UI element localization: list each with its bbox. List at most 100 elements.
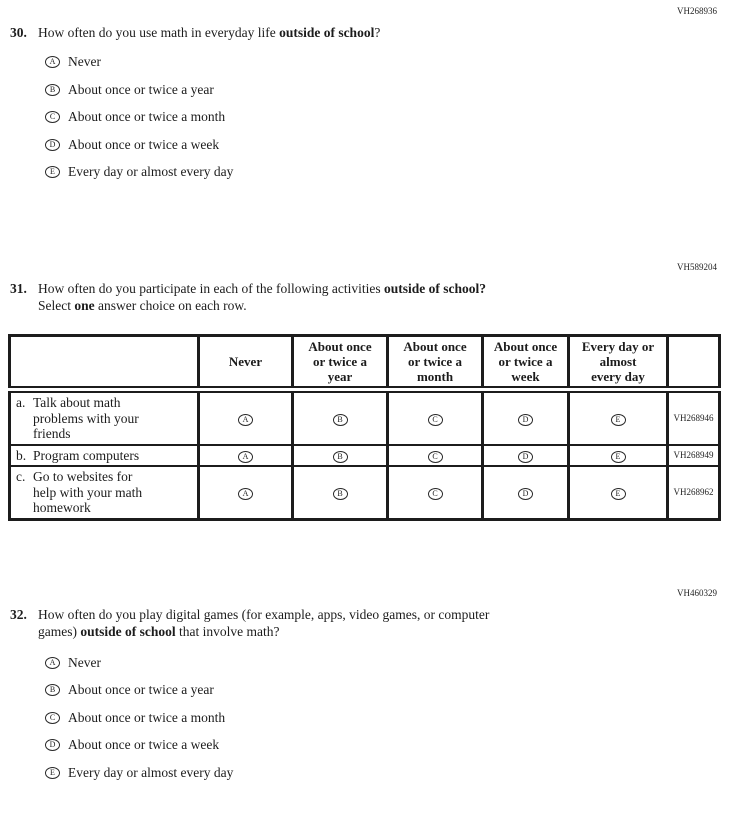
answer-option: D About once or twice a week <box>45 131 729 159</box>
question-32-number: 32. <box>10 607 27 622</box>
table-corner-cell <box>8 334 200 393</box>
question-32-text: How often do you play digital games (for… <box>38 607 489 640</box>
question-32-line1: How often do you play digital games (for… <box>38 607 490 622</box>
row-label: c. Go to websites for help with your mat… <box>16 469 195 516</box>
radio-bubble-c[interactable]: C <box>427 414 443 427</box>
radio-bubble-b[interactable]: B <box>332 451 348 464</box>
column-header-year: About once or twice a year <box>291 334 389 393</box>
question-30-number: 30. <box>10 25 27 40</box>
question-32-text-bold: outside of school <box>80 623 176 639</box>
question-31-head: 31. How often do you participate in each… <box>0 281 729 314</box>
option-label: Never <box>68 654 101 670</box>
answer-option: A Never <box>45 649 729 677</box>
radio-bubble-e[interactable]: E <box>610 414 626 427</box>
option-label: Every day or almost every day <box>68 164 234 180</box>
answer-cell-never: A <box>197 465 294 520</box>
column-header-label: Never <box>228 354 263 369</box>
option-label: Never <box>68 54 101 70</box>
table-header-row: Never About once or twice a year About o… <box>8 334 721 393</box>
radio-bubble-d[interactable]: D <box>518 488 533 501</box>
row-prefix: b. <box>16 447 27 463</box>
option-label: About once or twice a month <box>68 109 226 125</box>
row-prefix: a. <box>16 395 26 410</box>
radio-bubble-a[interactable]: A <box>238 451 253 464</box>
answer-option: B About once or twice a year <box>45 76 729 104</box>
radio-bubble-c[interactable]: C <box>427 488 443 501</box>
row-label-cell: c. Go to websites for help with your mat… <box>8 465 200 520</box>
option-label: About once or twice a week <box>68 737 220 753</box>
radio-bubble-a[interactable]: A <box>238 488 253 501</box>
question-30-text-pre: How often do you use math in everyday li… <box>38 25 280 40</box>
radio-bubble-b[interactable]: B <box>45 83 60 96</box>
radio-bubble-a[interactable]: A <box>45 56 60 69</box>
radio-bubble-d[interactable]: D <box>518 414 533 427</box>
question-31-text-pre: How often do you participate in each of … <box>38 281 385 296</box>
instruction-pre: Select <box>38 297 75 313</box>
row-accession-code: VH268946 <box>666 388 721 446</box>
radio-bubble-d[interactable]: D <box>45 138 60 151</box>
radio-bubble-e[interactable]: E <box>610 488 626 501</box>
radio-bubble-b[interactable]: B <box>332 414 348 427</box>
column-header-label: Every day or almost every day <box>581 339 655 384</box>
answer-option: B About once or twice a year <box>45 677 729 705</box>
question-32-section: VH460329 32. How often do you play digit… <box>0 588 729 787</box>
radio-bubble-c[interactable]: C <box>45 111 60 124</box>
question-32-options-list: A Never B About once or twice a year C A… <box>45 649 729 787</box>
answer-cell-week: D <box>481 465 570 520</box>
answer-cell-everyday: E <box>567 465 669 520</box>
column-header-never: Never <box>197 334 294 393</box>
question-31-accession-code: VH589204 <box>677 262 717 272</box>
response-matrix-table: Never About once or twice a year About o… <box>8 334 721 521</box>
radio-bubble-b[interactable]: B <box>45 684 60 697</box>
answer-cell-never: A <box>197 443 294 467</box>
radio-bubble-d[interactable]: D <box>518 451 533 464</box>
question-31-text: How often do you participate in each of … <box>38 281 486 314</box>
answer-cell-month: C <box>386 443 484 467</box>
radio-bubble-c[interactable]: C <box>427 451 443 464</box>
option-label: About once or twice a year <box>68 81 214 97</box>
answer-cell-week: D <box>481 443 570 467</box>
option-label: About once or twice a week <box>68 136 220 152</box>
radio-bubble-a[interactable]: A <box>45 656 60 669</box>
question-31-instruction: Select one answer choice on each row. <box>38 298 486 315</box>
answer-cell-month: C <box>386 465 484 520</box>
radio-bubble-b[interactable]: B <box>332 488 348 501</box>
option-label: About once or twice a month <box>68 709 226 725</box>
question-30-options-list: A Never B About once or twice a year C A… <box>45 49 729 187</box>
table-row-b: b. Program computers A B C D E VH268949 <box>8 443 721 467</box>
answer-option: E Every day or almost every day <box>45 759 729 787</box>
answer-cell-everyday: E <box>567 388 669 446</box>
row-accession-code: VH268949 <box>666 443 721 467</box>
code-column-header <box>666 334 721 393</box>
option-label: Every day or almost every day <box>68 764 234 780</box>
column-header-week: About once or twice a week <box>481 334 570 393</box>
radio-bubble-a[interactable]: A <box>238 414 253 427</box>
radio-bubble-d[interactable]: D <box>45 739 60 752</box>
instruction-bold: one <box>74 297 95 313</box>
column-header-label: About once or twice a month <box>403 339 467 384</box>
question-30-head: 30. How often do you use math in everyda… <box>0 25 729 42</box>
column-header-everyday: Every day or almost every day <box>567 334 669 393</box>
radio-bubble-e[interactable]: E <box>45 166 60 179</box>
table-row-a: a. Talk about math problems with your fr… <box>8 388 721 446</box>
answer-cell-everyday: E <box>567 443 669 467</box>
column-header-month: About once or twice a month <box>386 334 484 393</box>
option-label: About once or twice a year <box>68 682 214 698</box>
row-label-text: Go to websites for help with your math h… <box>33 469 143 515</box>
answer-option: E Every day or almost every day <box>45 159 729 187</box>
answer-option: A Never <box>45 49 729 77</box>
question-30-accession-code: VH268936 <box>677 6 717 16</box>
answer-cell-year: B <box>291 388 389 446</box>
answer-option: C About once or twice a month <box>45 104 729 132</box>
question-32-text-post: that involve math? <box>175 623 280 639</box>
row-label-text: Program computers <box>33 447 140 463</box>
radio-bubble-e[interactable]: E <box>45 766 60 779</box>
row-label: b. Program computers <box>16 448 195 464</box>
table-row-c: c. Go to websites for help with your mat… <box>8 465 721 520</box>
row-label-cell: b. Program computers <box>8 443 200 467</box>
radio-bubble-e[interactable]: E <box>610 451 626 464</box>
answer-cell-year: B <box>291 465 389 520</box>
radio-bubble-c[interactable]: C <box>45 711 60 724</box>
question-31-text-bold: outside of school? <box>384 281 487 296</box>
